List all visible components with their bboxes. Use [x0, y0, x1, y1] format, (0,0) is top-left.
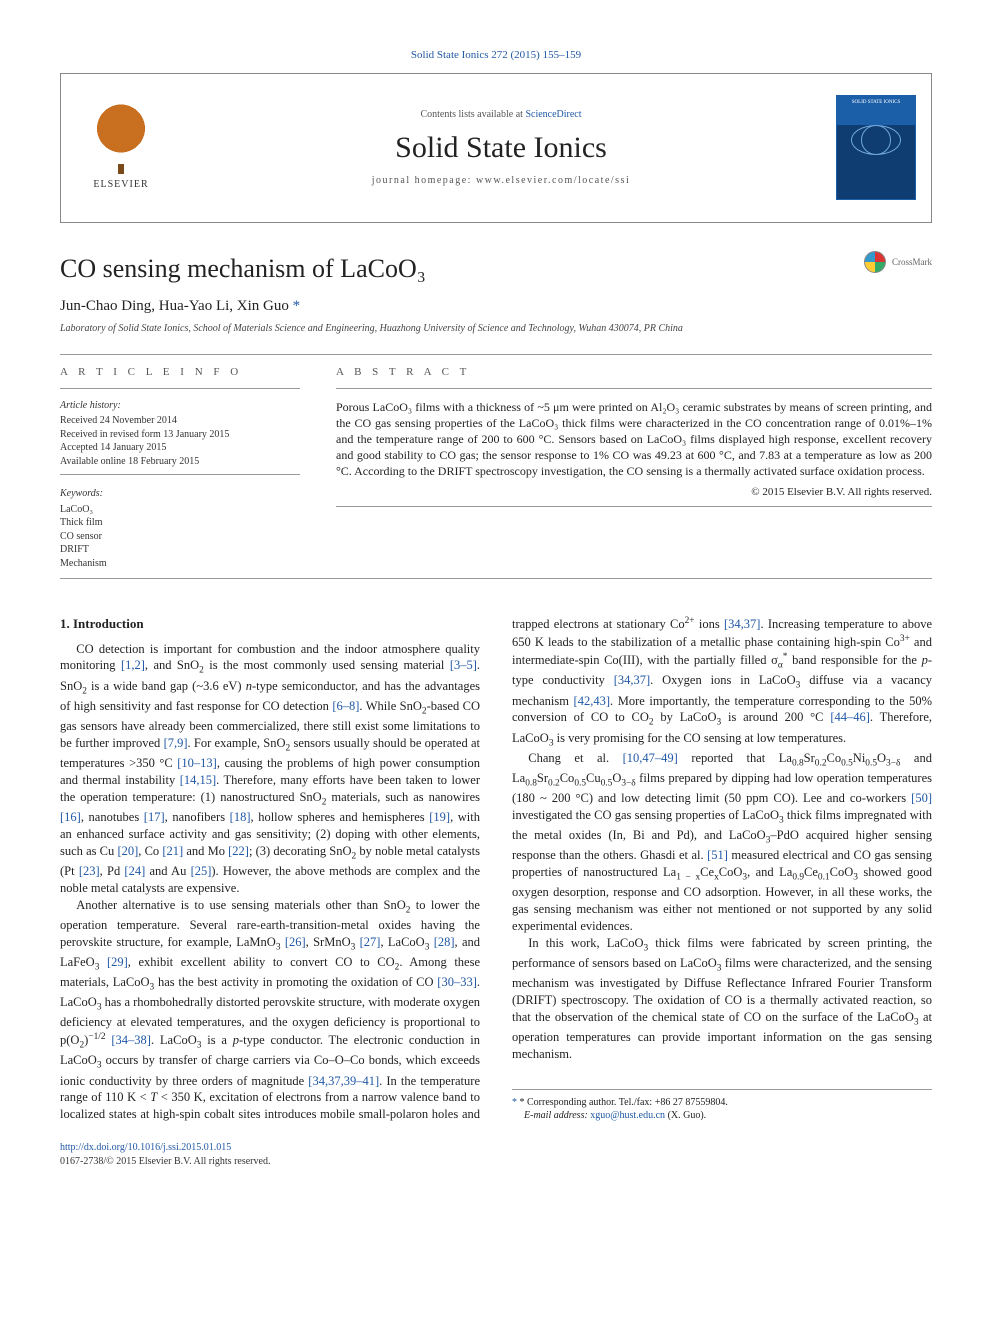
article-history-head: Article history:	[60, 399, 300, 413]
body-paragraph: CO detection is important for combustion…	[60, 641, 480, 897]
citation-link[interactable]: [20]	[117, 844, 138, 858]
publisher-name: ELSEVIER	[93, 178, 148, 192]
citation-link[interactable]: [19]	[429, 810, 450, 824]
abstract-label: A B S T R A C T	[336, 365, 932, 380]
doi-link[interactable]: http://dx.doi.org/10.1016/j.ssi.2015.01.…	[60, 1142, 231, 1153]
citation-link[interactable]: [23]	[79, 864, 100, 878]
rule-top	[60, 354, 932, 355]
rule-info	[60, 388, 300, 389]
sciencedirect-line: Contents lists available at ScienceDirec…	[420, 108, 581, 122]
citation-link[interactable]: [6–8]	[332, 699, 359, 713]
rule-below-meta	[60, 578, 932, 579]
citation-link[interactable]: [17]	[144, 810, 165, 824]
keywords-head: Keywords:	[60, 487, 300, 501]
journal-cover-graphic	[851, 125, 901, 155]
body-paragraph: In this work, LaCoO3 thick films were fa…	[512, 935, 932, 1063]
authors-line: Jun-Chao Ding, Hua-Yao Li, Xin Guo *	[60, 296, 932, 316]
citation-link[interactable]: [34,37,39–41]	[308, 1074, 379, 1088]
citation-link[interactable]: [16]	[60, 810, 81, 824]
section-heading-intro: 1. Introduction	[60, 615, 480, 633]
abstract-copyright: © 2015 Elsevier B.V. All rights reserved…	[336, 485, 932, 500]
citation-link[interactable]: [25]	[191, 864, 212, 878]
footnote-star-icon: *	[512, 1097, 517, 1108]
authors-names: Jun-Chao Ding, Hua-Yao Li, Xin Guo	[60, 298, 289, 314]
history-online: Available online 18 February 2015	[60, 455, 300, 469]
citation-link[interactable]: [27]	[360, 935, 381, 949]
journal-reference[interactable]: Solid State Ionics 272 (2015) 155–159	[60, 48, 932, 63]
corresponding-author-marker[interactable]: *	[293, 298, 301, 314]
footer-doi-block: http://dx.doi.org/10.1016/j.ssi.2015.01.…	[60, 1141, 932, 1168]
rule-kw-top	[60, 474, 300, 475]
article-info-label: A R T I C L E I N F O	[60, 365, 300, 380]
citation-link[interactable]: [51]	[707, 848, 728, 862]
elsevier-tree-icon	[91, 104, 151, 174]
keyword: Thick film	[60, 516, 300, 530]
history-revised: Received in revised form 13 January 2015	[60, 428, 300, 442]
affiliation: Laboratory of Solid State Ionics, School…	[60, 322, 932, 336]
abstract-text: Porous LaCoO₃ films with a thickness of …	[336, 399, 932, 480]
citation-link[interactable]: [42,43]	[574, 694, 610, 708]
crossmark-label: CrossMark	[892, 256, 932, 268]
article-title: CO sensing mechanism of LaCoO₃	[60, 251, 426, 286]
footnote-email-who: (X. Guo).	[668, 1110, 707, 1121]
journal-cover-title: SOLID STATE IONICS	[852, 100, 901, 107]
sciencedirect-prefix: Contents lists available at	[420, 109, 525, 120]
crossmark-button[interactable]: CrossMark	[864, 251, 932, 273]
journal-homepage[interactable]: journal homepage: www.elsevier.com/locat…	[372, 174, 630, 188]
footnote-text: * Corresponding author. Tel./fax: +86 27…	[520, 1097, 728, 1108]
citation-link[interactable]: [10–13]	[177, 756, 217, 770]
citation-link[interactable]: [29]	[107, 955, 128, 969]
citation-link[interactable]: [34,37]	[614, 673, 650, 687]
crossmark-badge-icon	[864, 251, 886, 273]
citation-link[interactable]: [50]	[911, 791, 932, 805]
footnote-email-label: E-mail address:	[524, 1110, 588, 1121]
citation-link[interactable]: [22]	[228, 844, 249, 858]
citation-link[interactable]: [10,47–49]	[623, 751, 678, 765]
rule-abstract	[336, 388, 932, 389]
rule-abstract-bottom	[336, 506, 932, 507]
citation-link[interactable]: [44–46]	[830, 710, 870, 724]
publisher-logo-block[interactable]: ELSEVIER	[61, 74, 181, 222]
citation-link[interactable]: [18]	[230, 810, 251, 824]
history-accepted: Accepted 14 January 2015	[60, 441, 300, 455]
citation-link[interactable]: [28]	[434, 935, 455, 949]
keyword: CO sensor	[60, 530, 300, 544]
journal-cover-block[interactable]: SOLID STATE IONICS	[821, 74, 931, 222]
journal-header: ELSEVIER Contents lists available at Sci…	[60, 73, 932, 223]
corresponding-author-footnote: * * Corresponding author. Tel./fax: +86 …	[512, 1089, 932, 1123]
citation-link[interactable]: [24]	[124, 864, 145, 878]
citation-link[interactable]: [14,15]	[180, 773, 216, 787]
citation-link[interactable]: [34,37]	[724, 617, 760, 631]
citation-link[interactable]: [26]	[285, 935, 306, 949]
journal-name: Solid State Ionics	[395, 128, 607, 169]
citation-link[interactable]: [30–33]	[437, 975, 477, 989]
citation-link[interactable]: [3–5]	[450, 658, 477, 672]
history-received: Received 24 November 2014	[60, 414, 300, 428]
body-paragraph: Chang et al. [10,47–49] reported that La…	[512, 750, 932, 935]
article-body: 1. Introduction CO detection is importan…	[60, 615, 932, 1123]
citation-link[interactable]: [21]	[162, 844, 183, 858]
citation-link[interactable]: [1,2]	[121, 658, 145, 672]
citation-link[interactable]: [34–38]	[111, 1033, 151, 1047]
keyword: DRIFT	[60, 543, 300, 557]
keyword: LaCoO₃	[60, 503, 300, 517]
citation-link[interactable]: [7,9]	[164, 736, 188, 750]
keyword: Mechanism	[60, 557, 300, 571]
journal-cover-thumbnail: SOLID STATE IONICS	[836, 95, 916, 200]
issn-copyright: 0167-2738/© 2015 Elsevier B.V. All right…	[60, 1156, 270, 1167]
sciencedirect-link[interactable]: ScienceDirect	[525, 109, 581, 120]
footnote-email-link[interactable]: xguo@hust.edu.cn	[590, 1110, 665, 1121]
